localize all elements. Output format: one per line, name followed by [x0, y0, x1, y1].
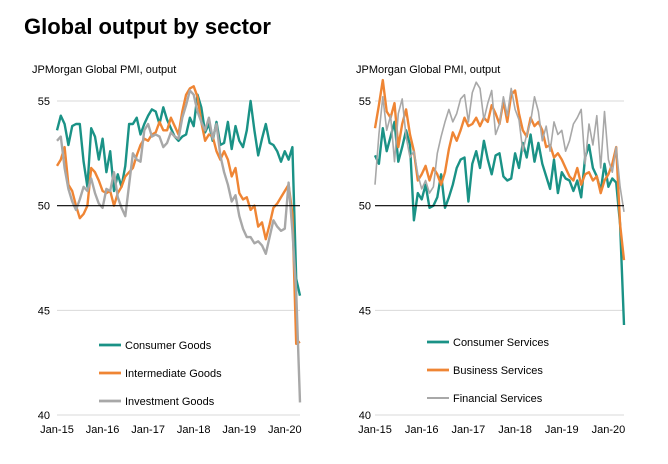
y-tick-label: 50 — [359, 201, 371, 213]
series-line-2 — [56, 89, 302, 403]
x-tick-label: Jan-18 — [498, 424, 532, 436]
chart-services-panel: JPMorgan Global PMI, output 40 45 50 55 Jan-1… — [356, 64, 626, 436]
chart-subtitle: JPMorgan Global PMI, output — [356, 64, 500, 76]
x-tick-label: Jan-20 — [592, 424, 626, 436]
legend-label: Investment Goods — [125, 396, 215, 408]
x-tick-label: Jan-19 — [222, 424, 256, 436]
chart-subtitle: JPMorgan Global PMI, output — [32, 64, 176, 76]
y-tick-label: 40 — [359, 410, 371, 422]
series-line-0 — [55, 93, 302, 296]
y-tick-label: 45 — [359, 305, 371, 317]
y-tick-label: 55 — [359, 96, 371, 108]
x-tick-label: Jan-16 — [405, 424, 439, 436]
y-tick-label: 40 — [38, 410, 50, 422]
series-line-2 — [374, 81, 625, 213]
x-tick-label: Jan-16 — [86, 424, 120, 436]
legend-label: Consumer Goods — [125, 340, 212, 352]
legend-label: Intermediate Goods — [125, 368, 222, 380]
x-tick-label: Jan-15 — [40, 424, 74, 436]
x-tick-label: Jan-18 — [177, 424, 211, 436]
y-tick-label: 50 — [38, 201, 50, 213]
page-title: Global output by sector — [24, 14, 271, 39]
legend-label: Consumer Services — [453, 337, 549, 349]
x-tick-label: Jan-17 — [131, 424, 165, 436]
x-tick-label: Jan-20 — [268, 424, 302, 436]
chart-consumer-goods-panel: JPMorgan Global PMI, output 40 45 50 55 Jan-1… — [32, 64, 302, 436]
y-tick-label: 55 — [38, 96, 50, 108]
series-line-1 — [55, 85, 301, 345]
x-tick-label: Jan-15 — [358, 424, 392, 436]
y-tick-label: 45 — [38, 305, 50, 317]
x-tick-label: Jan-19 — [545, 424, 579, 436]
legend-label: Business Services — [453, 365, 543, 377]
x-tick-label: Jan-17 — [452, 424, 486, 436]
legend-label: Financial Services — [453, 393, 543, 405]
